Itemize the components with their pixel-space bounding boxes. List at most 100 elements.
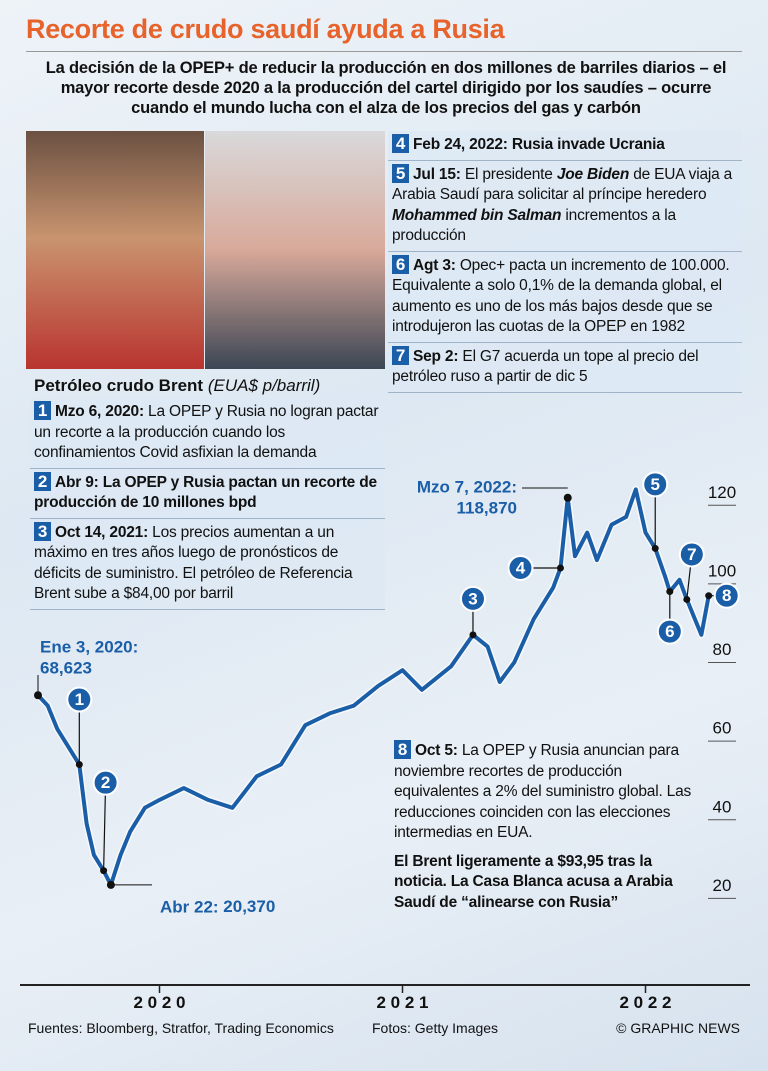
pin-dot xyxy=(469,631,477,639)
event-date: Abr 9: xyxy=(55,473,99,491)
x-tick-label: 2 0 2 2 xyxy=(620,993,672,1012)
events-right: 4 Feb 24, 2022: Rusia invade Ucrania 5 Jul … xyxy=(388,131,742,393)
y-tick-label: 60 xyxy=(713,719,732,738)
title: Recorte de crudo saudí ayuda a Rusia xyxy=(26,14,505,44)
event-number: 8 xyxy=(394,740,411,759)
event-number: 7 xyxy=(392,345,409,365)
unit: (EUA$ p/barril) xyxy=(207,376,321,395)
event-text: incrementos a la producción xyxy=(392,206,676,245)
credit: © GRAPHIC NEWS xyxy=(616,1020,740,1036)
event-pin: 6 xyxy=(656,588,683,645)
annotation-label: Mzo 7, 2022: xyxy=(417,477,517,496)
photo xyxy=(205,131,385,369)
event-text: de EUA viaja a Arabia Saudí para solicit… xyxy=(392,165,733,204)
event-date: Oct 14, 2021: xyxy=(55,523,149,541)
event-pin: 8 xyxy=(705,582,740,609)
pin-dot xyxy=(683,595,691,603)
point-dot xyxy=(34,691,42,700)
event-date: Feb 24, 2022: xyxy=(413,136,508,153)
pin-number: 5 xyxy=(650,475,659,494)
pin-dot xyxy=(100,867,108,875)
pin-dot xyxy=(651,544,659,552)
pin-number: 6 xyxy=(665,622,674,641)
event-date: Oct 5: xyxy=(415,742,458,759)
event: 3 Oct 14, 2021: Los precios aumentan a un… xyxy=(30,518,385,610)
event-date: Mzo 6, 2020: xyxy=(55,403,144,420)
photo xyxy=(26,131,204,369)
event-date: Sep 2: xyxy=(413,347,459,365)
subtitle: La decisión de la OPEP+ de reducir la pr… xyxy=(45,59,727,117)
y-tick-label: 120 xyxy=(708,483,736,502)
pin-badge xyxy=(459,585,486,612)
pin-badge xyxy=(656,618,683,645)
event-pin: 4 xyxy=(507,554,564,581)
annotation-label: Abr 22: 20,370 xyxy=(160,897,275,916)
pin-dot xyxy=(556,564,564,572)
event-text: Los precios aumentan a un máximo en tres… xyxy=(34,523,353,603)
event-text: La OPEP y Rusia no logran pactar un reco… xyxy=(34,403,379,461)
events-chart: 8 Oct 5: La OPEP y Rusia anuncian para no… xyxy=(390,737,706,917)
event-text: Opec+ pacta un incremento de 100.000. Eq… xyxy=(392,256,730,336)
y-tick-label: 80 xyxy=(713,640,732,659)
pin-dot xyxy=(705,592,713,600)
pin-badge xyxy=(713,582,740,609)
pin-badge xyxy=(66,686,93,713)
source: Fuentes: Bloomberg, Stratfor, Trading Ec… xyxy=(28,1020,334,1036)
event-number: 4 xyxy=(392,134,409,153)
event: 4 Feb 24, 2022: Rusia invade Ucrania xyxy=(388,131,742,161)
event-text: Rusia invade Ucrania xyxy=(507,136,665,153)
pin-dot xyxy=(75,761,83,769)
annotation: Ene 3, 2020: 68,623 xyxy=(34,637,138,700)
rule xyxy=(26,51,742,52)
pin-number: 2 xyxy=(101,773,110,792)
pin-badge xyxy=(678,541,705,568)
events-left: 1 Mzo 6, 2020: La OPEP y Rusia no logran … xyxy=(30,398,385,610)
event: 1 Mzo 6, 2020: La OPEP y Rusia no logran … xyxy=(30,398,385,469)
pin-number: 4 xyxy=(516,558,526,577)
value-label: 20,370 xyxy=(223,897,275,916)
event-number: 3 xyxy=(34,521,51,541)
event: 6 Agt 3: Opec+ pacta un incremento de 100… xyxy=(388,251,742,343)
event: 5 Jul 15: El presidente Joe Biden de EUA … xyxy=(388,160,742,252)
event-pin: 3 xyxy=(459,585,486,639)
event-number: 2 xyxy=(34,471,51,491)
event-pin: 7 xyxy=(678,541,705,603)
pin-number: 3 xyxy=(468,589,477,608)
value-label: 118,870 xyxy=(456,498,517,517)
event-text: El presidente xyxy=(460,165,557,183)
event-number: 1 xyxy=(34,401,51,420)
event: 8 Oct 5: La OPEP y Rusia anuncian para no… xyxy=(390,737,706,917)
event-text: La OPEP y Rusia anuncian para noviembre … xyxy=(394,742,692,841)
event-note: El Brent ligeramente a $93,95 tras la no… xyxy=(394,852,673,911)
annotation: Mzo 7, 2022: 118,870 xyxy=(417,477,572,517)
pin-badge xyxy=(642,471,669,498)
pin-number: 1 xyxy=(75,690,84,709)
event-name: Mohammed bin Salman xyxy=(392,206,562,224)
chart-title: Petróleo crudo Brent (EUA$ p/barril) xyxy=(34,376,320,396)
event: 7 Sep 2: El G7 acuerda un tope al precio … xyxy=(388,342,742,393)
event-pin: 2 xyxy=(92,769,119,875)
x-tick-label: 2 0 2 0 xyxy=(134,993,186,1012)
pin-number: 8 xyxy=(722,586,731,605)
event-number: 6 xyxy=(392,254,409,274)
event-pin: 5 xyxy=(642,471,669,552)
point-dot xyxy=(563,493,572,502)
event-date: Agt 3: xyxy=(413,256,456,274)
x-tick-label: 2 0 2 1 xyxy=(377,993,429,1012)
event-date: Jul 15: xyxy=(413,165,461,183)
y-tick-label: 20 xyxy=(713,876,732,895)
event: 2 Abr 9: La OPEP y Rusia pactan un recort… xyxy=(30,468,385,519)
pin-badge xyxy=(507,554,534,581)
annotation: Abr 22: 20,370 xyxy=(106,880,275,916)
pin-badge xyxy=(92,769,119,796)
pin-number: 7 xyxy=(687,545,696,564)
annotation-label: Ene 3, 2020: xyxy=(40,637,138,656)
event-name: Joe Biden xyxy=(556,165,630,183)
photo-credit: Fotos: Getty Images xyxy=(372,1020,499,1036)
event-pin: 1 xyxy=(66,686,93,769)
pin-line xyxy=(103,782,107,871)
pin-dot xyxy=(666,588,674,596)
point-dot xyxy=(106,880,115,889)
